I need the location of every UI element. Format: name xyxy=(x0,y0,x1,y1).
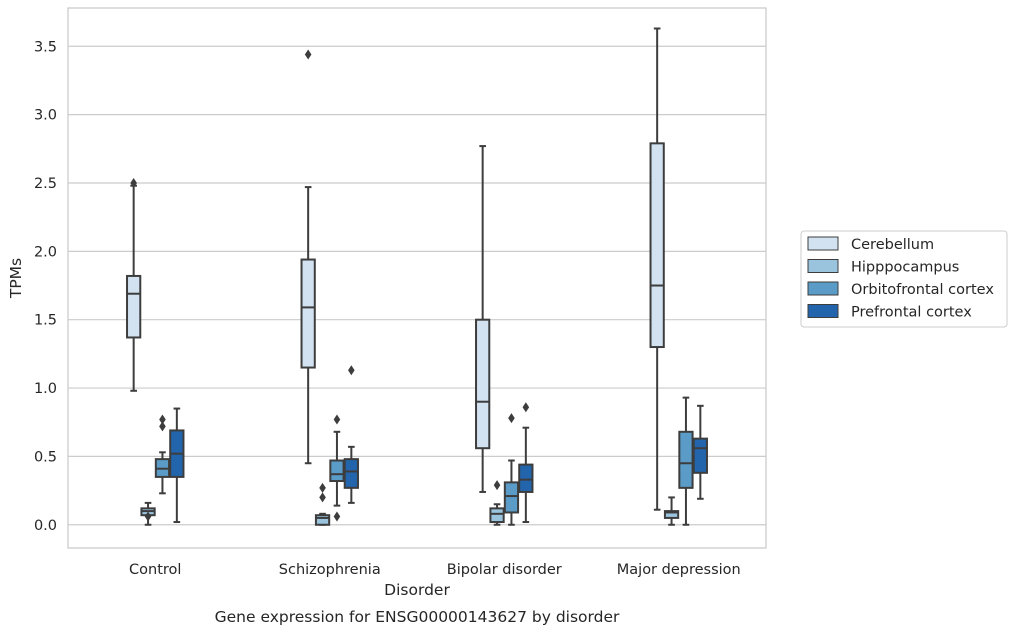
y-tick-labels: 0.0 0.5 1.0 1.5 2.0 2.5 3.0 3.5 xyxy=(34,39,57,533)
legend-swatch xyxy=(807,236,839,251)
x-tick-label: Major depression xyxy=(617,562,741,578)
outlier-marker xyxy=(304,49,312,60)
iqr-box xyxy=(518,463,534,493)
box-3-3 xyxy=(692,404,708,500)
outlier-marker xyxy=(319,492,326,503)
box-3-0 xyxy=(649,27,665,511)
y-axis-title: TPMs xyxy=(7,258,25,299)
box-1-1 xyxy=(314,482,331,526)
box-2-1 xyxy=(489,480,505,526)
outlier-marker xyxy=(508,413,515,424)
outlier-marker xyxy=(333,511,341,522)
outlier-marker xyxy=(159,421,166,432)
box-3-2 xyxy=(678,396,694,526)
outlier-marker xyxy=(348,365,355,376)
plot-frame xyxy=(67,7,767,549)
legend-label: Hipppocampus xyxy=(851,260,959,276)
y-tick-label: 3.0 xyxy=(34,108,57,124)
box-2-2 xyxy=(503,413,520,526)
y-tick-label: 3.5 xyxy=(34,39,57,55)
legend-swatch xyxy=(807,304,839,318)
x-tick-label: Control xyxy=(129,562,181,578)
iqr-box xyxy=(300,258,316,369)
legend-label: Orbitofrontal cortex xyxy=(851,282,994,298)
legend-swatch xyxy=(807,259,839,273)
box-2-3 xyxy=(518,402,534,524)
iqr-box xyxy=(663,510,680,519)
boxes-layer xyxy=(126,27,708,526)
outlier-marker xyxy=(493,480,501,491)
outlier-marker xyxy=(144,511,152,522)
box-0-3 xyxy=(169,407,185,524)
box-2-0 xyxy=(475,145,491,493)
y-tick-label: 0.5 xyxy=(34,449,57,465)
iqr-box xyxy=(343,458,359,489)
box-1-0 xyxy=(300,49,316,465)
x-tick-label: Bipolar disorder xyxy=(447,562,562,578)
iqr-box xyxy=(692,437,708,474)
legend-label: Cerebellum xyxy=(851,237,934,253)
outlier-marker xyxy=(333,414,341,425)
iqr-box xyxy=(329,459,345,483)
chart-caption: Gene expression for ENSG00000143627 by d… xyxy=(215,608,620,626)
outlier-marker xyxy=(522,402,530,413)
x-tick-labels: Control Schizophrenia Bipolar disorder Majo… xyxy=(129,562,741,578)
y-tick-label: 2.5 xyxy=(34,176,57,192)
legend-frame xyxy=(800,230,1008,328)
y-tick-label: 1.0 xyxy=(34,381,57,397)
box-0-1 xyxy=(140,501,156,526)
iqr-box xyxy=(649,142,665,349)
outlier-marker xyxy=(319,482,326,493)
y-tick-label: 1.5 xyxy=(34,313,57,329)
y-tick-label: 2.0 xyxy=(34,244,57,260)
legend-swatch xyxy=(807,281,839,296)
box-1-3 xyxy=(343,365,359,504)
x-axis-title: Disorder xyxy=(384,581,450,599)
iqr-box xyxy=(314,514,331,526)
legend: Cerebellum Hipppocampus Orbitofrontal cort… xyxy=(800,230,1008,328)
outlier-marker xyxy=(159,414,166,425)
box-0-0 xyxy=(126,177,142,392)
iqr-box xyxy=(678,430,694,489)
box-3-1 xyxy=(663,496,680,526)
iqr-box xyxy=(489,507,505,524)
x-tick-label: Schizophrenia xyxy=(279,562,381,578)
box-1-2 xyxy=(329,414,345,522)
outlier-marker xyxy=(130,177,137,188)
legend-label: Prefrontal cortex xyxy=(851,305,972,321)
y-tick-label: 0.0 xyxy=(34,518,57,534)
iqr-box xyxy=(475,318,491,450)
box-0-2 xyxy=(154,414,171,495)
iqr-box xyxy=(503,481,520,514)
iqr-box xyxy=(126,274,142,339)
